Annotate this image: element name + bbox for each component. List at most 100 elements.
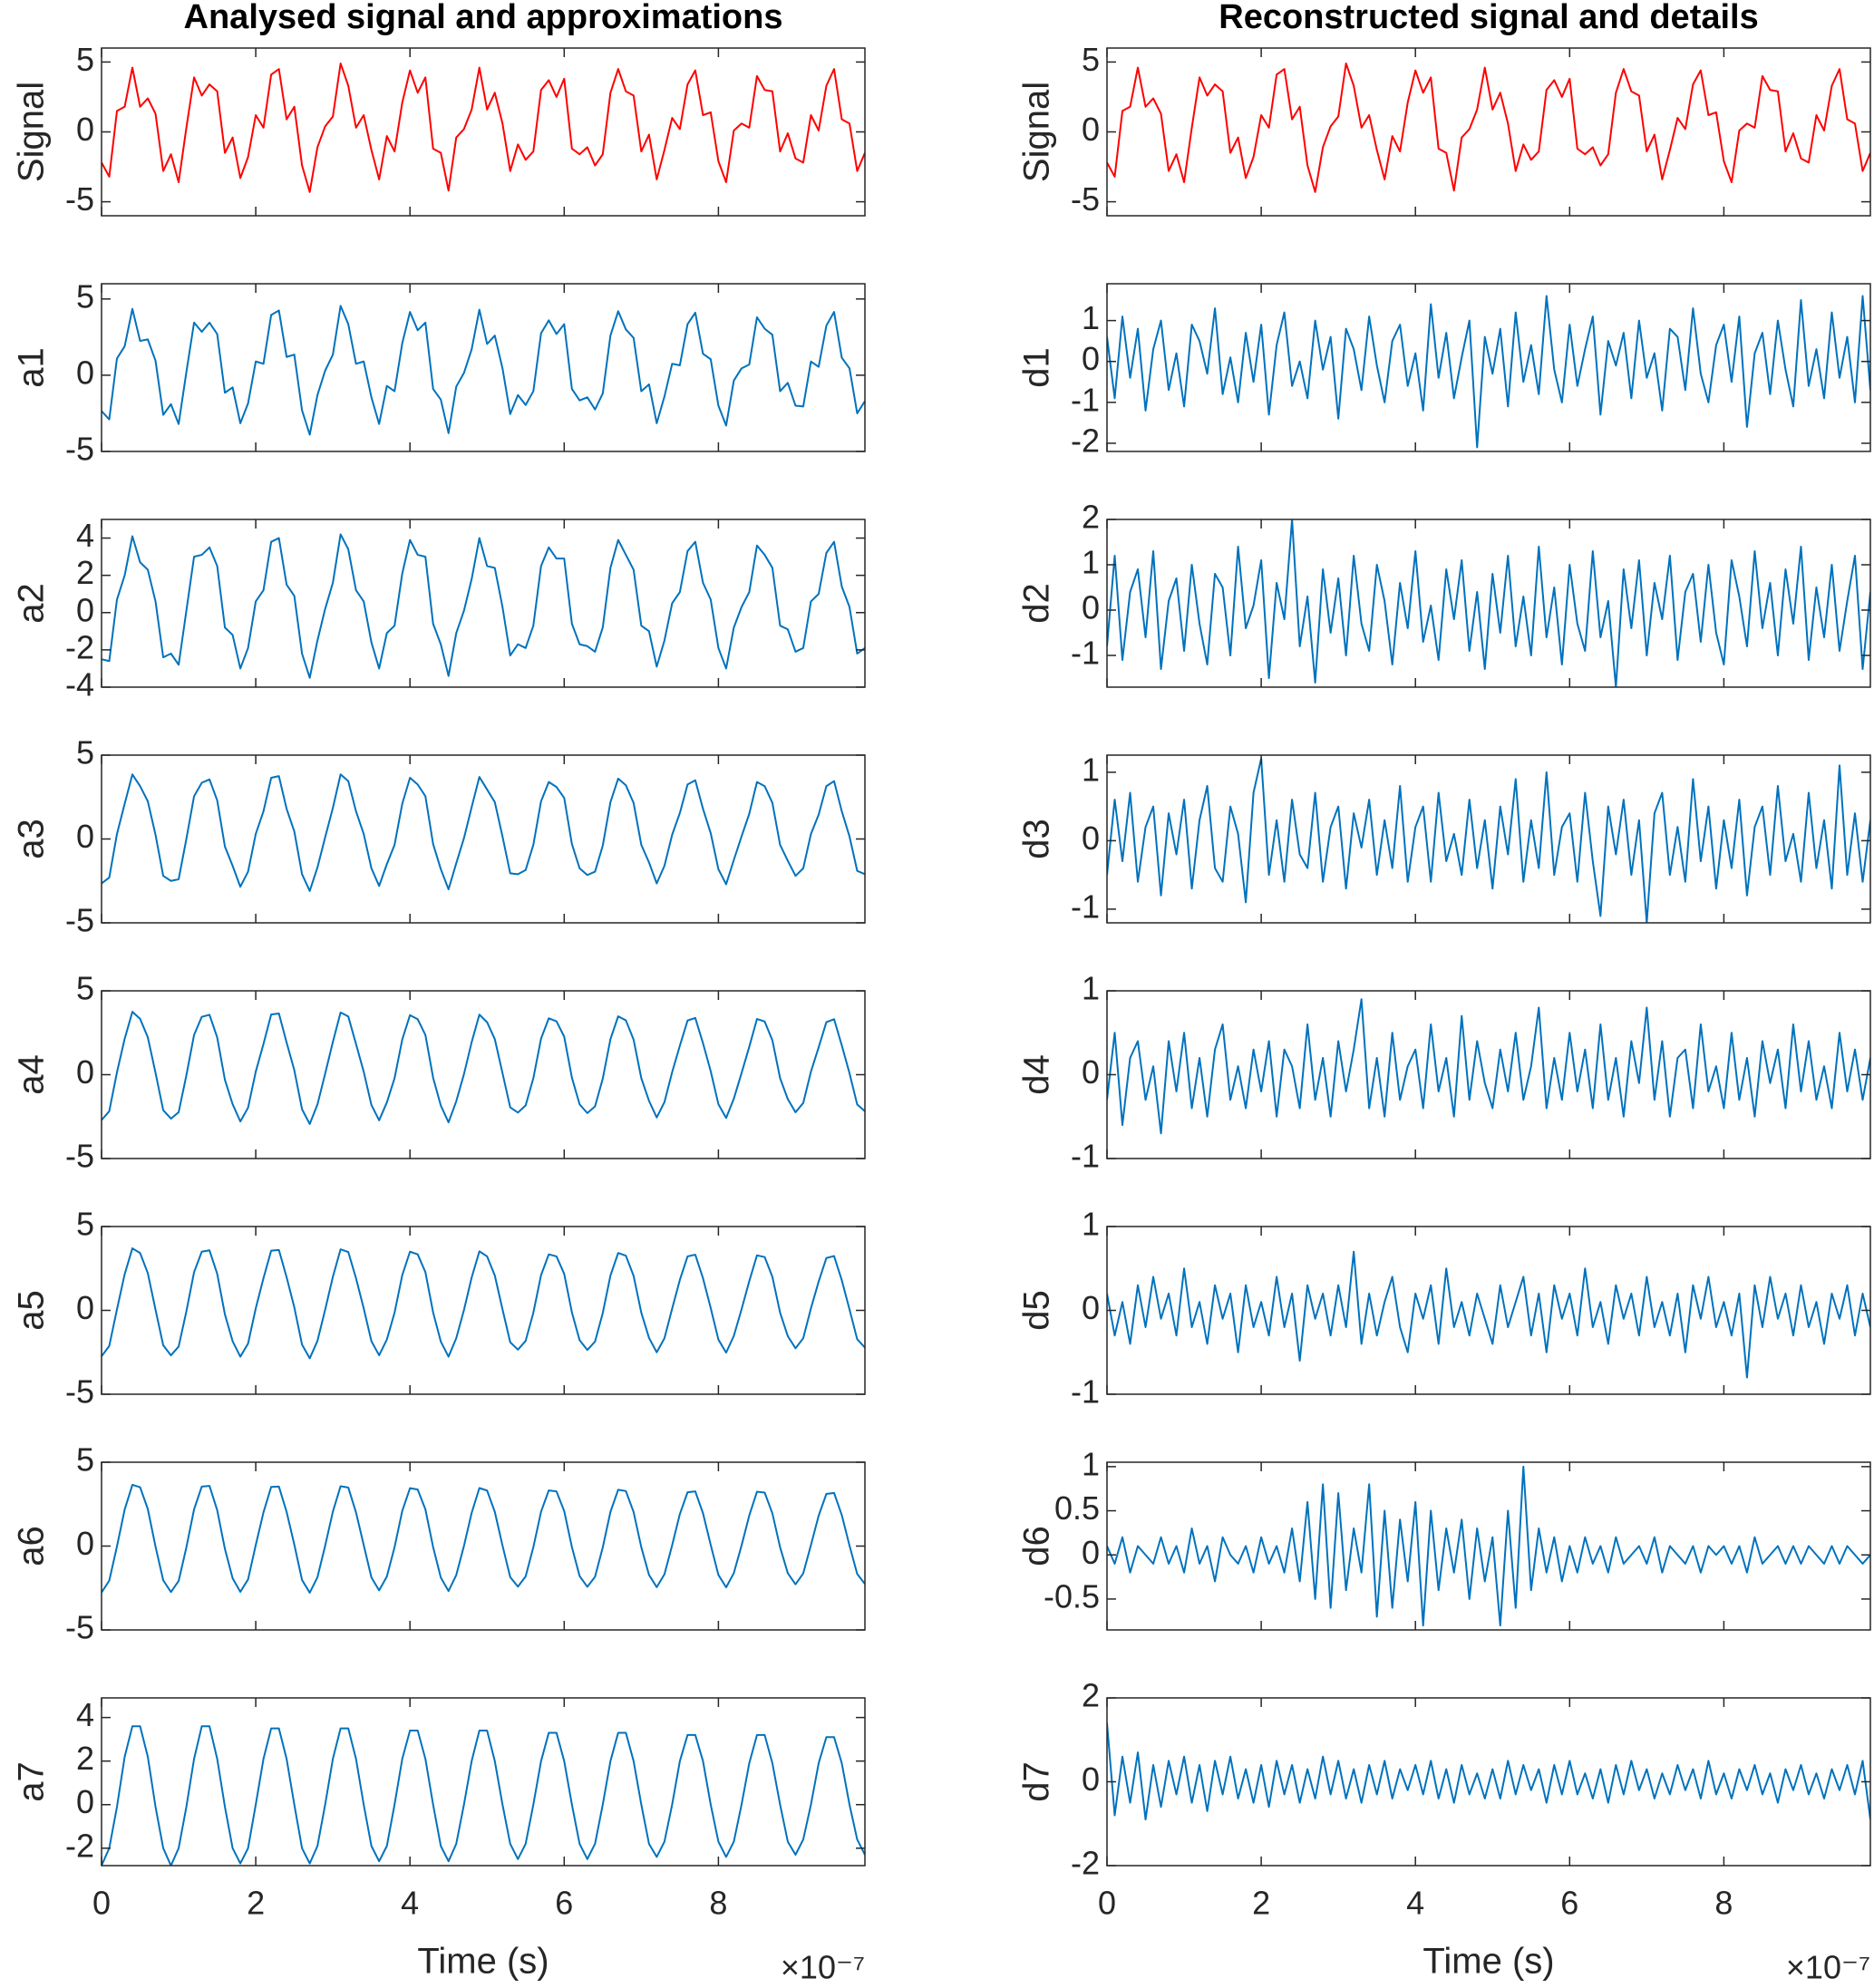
y-tick-label: 2 xyxy=(76,554,94,591)
y-tick-label: 1 xyxy=(1082,1445,1100,1482)
plot-area xyxy=(1107,998,1870,1135)
y-tick-label: 0 xyxy=(1082,589,1100,626)
axes-box xyxy=(1106,754,1871,924)
axes-box xyxy=(1106,47,1871,217)
y-axis-label: d7 xyxy=(1017,1761,1057,1802)
plot-area xyxy=(1107,1465,1870,1627)
axes-box xyxy=(101,519,866,688)
y-tick-label: 0 xyxy=(76,1053,94,1091)
x-tick-label: 4 xyxy=(1406,1885,1424,1922)
y-tick-label: 5 xyxy=(1082,41,1100,78)
y-tick-label: 5 xyxy=(76,1206,94,1243)
x-axis-label: Time (s) xyxy=(417,1942,549,1982)
plot-area xyxy=(1107,757,1870,923)
axes-box xyxy=(101,1226,866,1395)
axes-box xyxy=(1106,1461,1871,1631)
y-tick-label: 0 xyxy=(76,1525,94,1562)
y-tick-label: 0 xyxy=(1082,340,1100,377)
y-axis-label: Signal xyxy=(12,82,52,182)
signal-line xyxy=(1107,295,1870,449)
y-tick-label: -1 xyxy=(1071,887,1100,925)
y-tick-label: 4 xyxy=(76,1696,94,1733)
x-tick-label: 6 xyxy=(1560,1885,1578,1922)
y-tick-label: 5 xyxy=(76,277,94,315)
plot-area xyxy=(1107,295,1870,449)
y-tick-label: -1 xyxy=(1071,1373,1100,1411)
y-tick-label: -0.5 xyxy=(1044,1577,1100,1615)
y-tick-label: -5 xyxy=(65,180,94,218)
y-tick-label: 0 xyxy=(76,1783,94,1820)
signal-line xyxy=(1107,519,1870,687)
column-title: Reconstructed signal and details xyxy=(1219,0,1758,36)
y-tick-label: 0 xyxy=(1082,1053,1100,1091)
x-tick-label: 6 xyxy=(555,1885,573,1922)
plot-area xyxy=(1107,519,1870,687)
y-axis-label: d6 xyxy=(1017,1526,1057,1566)
axes-box xyxy=(101,990,866,1159)
y-tick-label: 5 xyxy=(76,970,94,1007)
signal-line xyxy=(1107,1465,1870,1627)
x-tick-label: 0 xyxy=(92,1885,111,1922)
axes-box xyxy=(101,47,866,217)
axes-box xyxy=(1106,283,1871,452)
y-axis-label: Signal xyxy=(1017,82,1057,182)
plot-area xyxy=(102,62,865,193)
plot-area xyxy=(102,533,865,679)
plot-area xyxy=(102,1725,865,1866)
y-tick-label: 1 xyxy=(1082,1206,1100,1243)
x-multiplier: ×10⁻⁷ xyxy=(1786,1949,1870,1986)
signal-line xyxy=(102,62,865,193)
y-tick-label: 2 xyxy=(76,1740,94,1777)
y-tick-label: -2 xyxy=(65,628,94,665)
y-tick-label: 5 xyxy=(76,1441,94,1479)
y-tick-label: 0 xyxy=(76,818,94,855)
y-tick-label: -2 xyxy=(65,1827,94,1864)
y-tick-label: 0.5 xyxy=(1054,1489,1100,1527)
y-tick-label: -5 xyxy=(65,1138,94,1175)
plot-area xyxy=(102,773,865,892)
signal-line xyxy=(102,1011,865,1125)
x-multiplier: ×10⁻⁷ xyxy=(781,1949,865,1986)
signal-line xyxy=(102,1247,865,1360)
y-tick-label: 4 xyxy=(76,517,94,554)
y-tick-label: 0 xyxy=(76,354,94,391)
y-tick-label: -1 xyxy=(1071,635,1100,672)
axes-box xyxy=(1106,519,1871,688)
y-tick-label: -1 xyxy=(1071,1138,1100,1175)
y-tick-label: 0 xyxy=(76,1289,94,1326)
y-tick-label: -5 xyxy=(65,902,94,939)
plot-area xyxy=(1107,1250,1870,1379)
y-axis-label: a4 xyxy=(12,1054,52,1095)
y-axis-label: d5 xyxy=(1017,1290,1057,1331)
y-tick-label: -5 xyxy=(1071,180,1100,218)
y-axis-label: a7 xyxy=(12,1761,52,1802)
y-tick-label: 5 xyxy=(76,734,94,771)
signal-line xyxy=(1107,1250,1870,1379)
y-tick-label: 2 xyxy=(1082,1677,1100,1714)
y-tick-label: 0 xyxy=(76,591,94,628)
y-axis-label: a6 xyxy=(12,1526,52,1566)
axes-box xyxy=(1106,990,1871,1159)
y-tick-label: -4 xyxy=(65,666,94,703)
y-tick-label: -2 xyxy=(1071,1845,1100,1882)
y-axis-label: a1 xyxy=(12,347,52,388)
y-tick-label: 0 xyxy=(76,111,94,148)
signal-line xyxy=(1107,62,1870,193)
y-tick-label: 1 xyxy=(1082,751,1100,788)
column-title: Analysed signal and approximations xyxy=(184,0,783,36)
y-tick-label: 1 xyxy=(1082,299,1100,336)
y-axis-label: a2 xyxy=(12,583,52,624)
signal-line xyxy=(102,773,865,892)
y-tick-label: 2 xyxy=(1082,499,1100,536)
y-axis-label: d2 xyxy=(1017,583,1057,624)
y-tick-label: 1 xyxy=(1082,544,1100,581)
x-tick-label: 4 xyxy=(401,1885,419,1922)
x-tick-label: 2 xyxy=(1252,1885,1270,1922)
y-tick-label: 0 xyxy=(1082,1760,1100,1798)
signal-line xyxy=(102,1725,865,1866)
y-tick-label: 0 xyxy=(1082,1534,1100,1571)
y-tick-label: 1 xyxy=(1082,970,1100,1007)
x-axis-label: Time (s) xyxy=(1422,1942,1554,1982)
